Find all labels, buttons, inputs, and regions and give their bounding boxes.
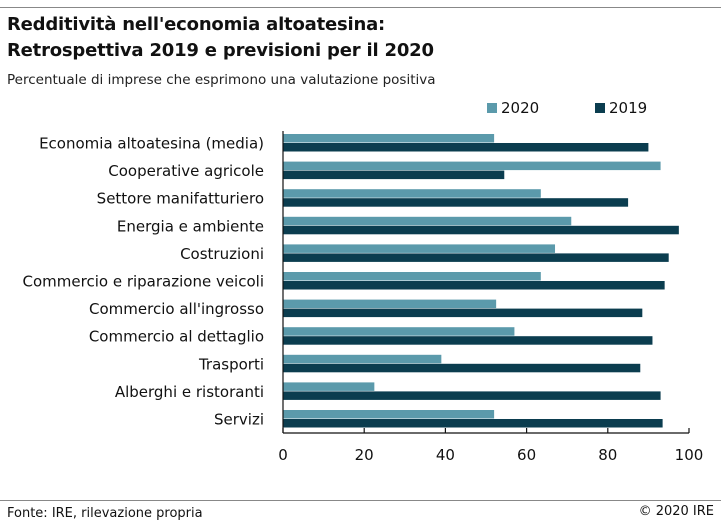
legend-swatch-2019 xyxy=(595,103,605,113)
category-label: Economia altoatesina (media) xyxy=(39,135,264,153)
bar-2020 xyxy=(283,299,497,309)
footer-source: Fonte: IRE, rilevazione propria xyxy=(7,506,203,521)
legend-swatch-2020 xyxy=(487,103,497,113)
x-tick-label: 40 xyxy=(436,446,455,464)
top-rule xyxy=(0,7,721,8)
category-label: Energia e ambiente xyxy=(117,217,264,235)
category-label: Commercio e riparazione veicoli xyxy=(23,273,264,291)
bar-2019 xyxy=(283,391,661,400)
bar-2020 xyxy=(283,354,442,364)
bar-2019 xyxy=(283,363,641,373)
bar-2020 xyxy=(283,327,515,336)
category-label: Settore manifatturiero xyxy=(97,190,264,208)
bar-2020 xyxy=(283,161,661,171)
bar-2019 xyxy=(283,225,679,235)
legend-label-2020: 2020 xyxy=(501,99,539,117)
chart-title-line1: Redditività nell'economia altoatesina: xyxy=(7,14,386,35)
category-label: Cooperative agricole xyxy=(108,162,264,180)
bar-2019 xyxy=(283,419,663,428)
bar-2019 xyxy=(283,308,643,318)
bar-2019 xyxy=(283,253,669,262)
x-tick-label: 0 xyxy=(278,446,288,464)
chart-subtitle: Percentuale di imprese che esprimono una… xyxy=(7,72,436,88)
bar-2020 xyxy=(283,410,495,419)
category-label: Alberghi e ristoranti xyxy=(115,383,264,401)
category-label: Commercio al dettaglio xyxy=(89,328,264,346)
category-label: Servizi xyxy=(214,411,264,429)
x-tick-label: 20 xyxy=(355,446,374,464)
bar-2020 xyxy=(283,216,572,226)
bar-2019 xyxy=(283,336,653,345)
category-label: Costruzioni xyxy=(180,245,264,263)
bar-2020 xyxy=(283,189,541,198)
category-label: Trasporti xyxy=(198,355,264,373)
bar-2019 xyxy=(283,143,649,152)
category-label: Commercio all'ingrosso xyxy=(89,300,264,318)
bar-2020 xyxy=(283,382,375,391)
legend-label-2019: 2019 xyxy=(609,99,647,117)
bar-2019 xyxy=(283,170,505,180)
bottom-rule xyxy=(0,500,721,501)
chart-title-line2: Retrospettiva 2019 e previsioni per il 2… xyxy=(7,40,434,61)
bar-2020 xyxy=(283,244,556,253)
bar-2019 xyxy=(283,198,629,207)
x-tick-label: 60 xyxy=(517,446,536,464)
bar-2020 xyxy=(283,134,495,143)
footer-copyright: © 2020 IRE xyxy=(638,504,714,519)
x-tick-label: 100 xyxy=(675,446,704,464)
bar-2019 xyxy=(283,281,665,290)
x-tick-label: 80 xyxy=(598,446,617,464)
bar-2020 xyxy=(283,272,541,281)
